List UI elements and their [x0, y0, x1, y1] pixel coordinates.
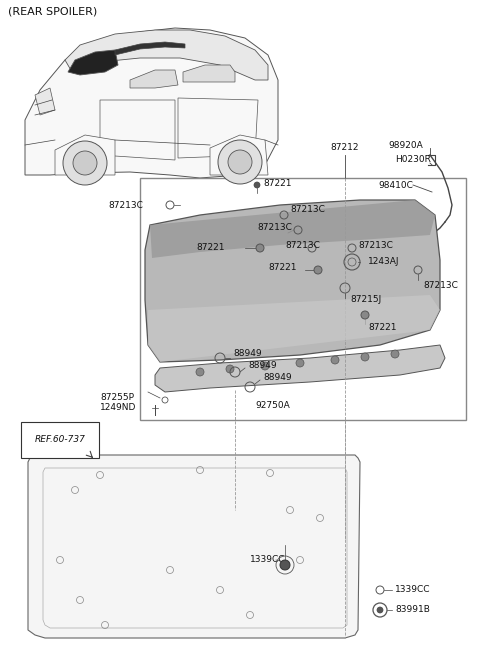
Circle shape	[226, 365, 234, 373]
Circle shape	[280, 560, 290, 570]
Text: 83991B: 83991B	[395, 605, 430, 615]
Polygon shape	[150, 200, 435, 258]
Text: 87213C: 87213C	[257, 224, 292, 232]
Circle shape	[218, 140, 262, 184]
Text: 87213C: 87213C	[108, 201, 143, 209]
Polygon shape	[25, 28, 278, 178]
Polygon shape	[130, 70, 178, 88]
Text: 87215J: 87215J	[350, 295, 381, 304]
Text: 98920A: 98920A	[388, 140, 423, 150]
Polygon shape	[145, 200, 440, 362]
Text: 1339CC: 1339CC	[250, 556, 286, 565]
Circle shape	[296, 359, 304, 367]
Circle shape	[314, 266, 322, 274]
Text: 87255P: 87255P	[100, 394, 134, 403]
Circle shape	[391, 350, 399, 358]
Text: 87213C: 87213C	[285, 241, 320, 249]
Polygon shape	[183, 65, 235, 82]
Text: (REAR SPOILER): (REAR SPOILER)	[8, 7, 97, 17]
Polygon shape	[148, 295, 440, 362]
Text: 92750A: 92750A	[255, 401, 290, 409]
Polygon shape	[155, 345, 445, 392]
Text: 88949: 88949	[233, 348, 262, 358]
Text: 88949: 88949	[248, 361, 276, 371]
Circle shape	[228, 150, 252, 174]
Circle shape	[261, 362, 269, 370]
Circle shape	[196, 368, 204, 376]
Text: 87221: 87221	[368, 323, 396, 333]
Text: 87221: 87221	[263, 178, 291, 188]
Circle shape	[254, 182, 260, 188]
Circle shape	[73, 151, 97, 175]
Circle shape	[361, 311, 369, 319]
Polygon shape	[68, 50, 118, 75]
Text: 87213C: 87213C	[358, 241, 393, 249]
Text: 87221: 87221	[268, 264, 297, 272]
Text: 1249ND: 1249ND	[100, 403, 136, 413]
Circle shape	[256, 244, 264, 252]
Text: 87221: 87221	[196, 243, 225, 253]
Circle shape	[361, 353, 369, 361]
Polygon shape	[210, 135, 268, 175]
Circle shape	[377, 607, 383, 613]
Text: 87213C: 87213C	[290, 205, 325, 215]
Polygon shape	[115, 42, 185, 55]
Polygon shape	[35, 88, 55, 115]
Polygon shape	[55, 135, 115, 175]
Text: 87213C: 87213C	[423, 281, 458, 289]
Polygon shape	[28, 455, 360, 638]
Polygon shape	[65, 30, 268, 80]
Text: REF.60-737: REF.60-737	[35, 436, 86, 445]
Text: 98410C: 98410C	[378, 180, 413, 190]
Circle shape	[63, 141, 107, 185]
Text: H0230R: H0230R	[395, 155, 431, 165]
Text: 1339CC: 1339CC	[395, 586, 431, 594]
Text: 1243AJ: 1243AJ	[368, 258, 399, 266]
Circle shape	[331, 356, 339, 364]
Text: 87212: 87212	[331, 144, 359, 152]
Text: 88949: 88949	[263, 373, 292, 382]
